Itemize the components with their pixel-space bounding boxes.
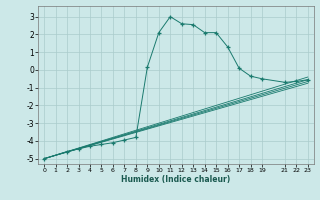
X-axis label: Humidex (Indice chaleur): Humidex (Indice chaleur) <box>121 175 231 184</box>
